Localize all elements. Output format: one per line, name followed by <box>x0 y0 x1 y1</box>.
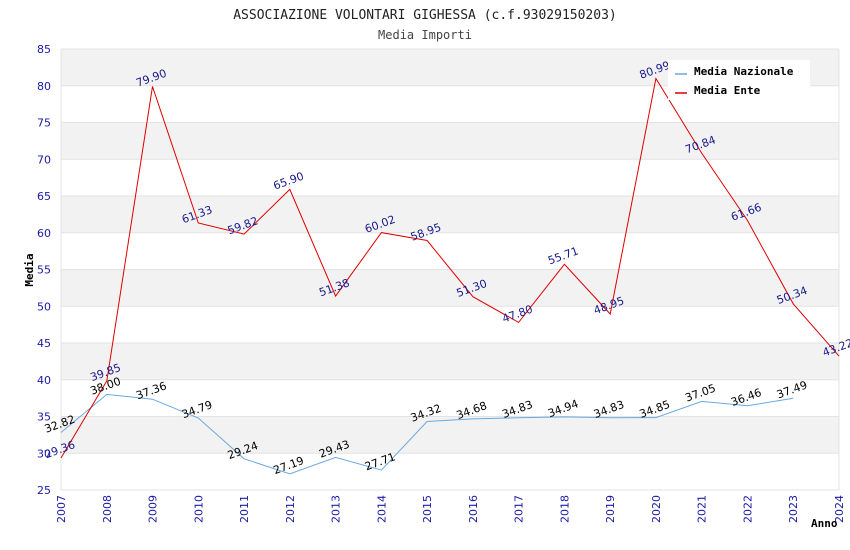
legend: Media Nazionale Media Ente <box>668 60 810 100</box>
x-tick-label: 2020 <box>650 495 663 523</box>
x-axis-title: Anno <box>811 517 838 530</box>
grid-band <box>61 453 839 490</box>
x-tick-label: 2021 <box>696 495 709 523</box>
x-tick-label: 2012 <box>284 495 297 523</box>
y-axis-ticks: 25 30 35 40 45 50 55 60 65 70 75 80 85 <box>37 43 51 497</box>
y-tick-label: 65 <box>37 190 51 203</box>
x-tick-label: 2016 <box>467 495 480 523</box>
y-tick-label: 55 <box>37 264 51 277</box>
y-tick-label: 35 <box>37 411 51 424</box>
y-tick-label: 60 <box>37 227 51 240</box>
series-line-nazionale <box>60 393 794 475</box>
grid-bands <box>61 49 839 490</box>
grid-band <box>61 379 839 417</box>
series-line-ente <box>60 77 840 459</box>
x-tick-label: 2017 <box>513 495 526 523</box>
x-tick-label: 2018 <box>558 495 571 523</box>
x-tick-label: 2024 <box>833 495 846 523</box>
x-tick-label: 2009 <box>147 495 160 523</box>
x-tick-label: 2008 <box>101 495 114 523</box>
x-tick-label: 2010 <box>192 495 205 523</box>
legend-label-nazionale: Media Nazionale <box>694 65 794 78</box>
x-tick-label: 2022 <box>741 495 754 523</box>
x-tick-label: 2023 <box>787 495 800 523</box>
series-lines <box>60 77 840 475</box>
grid-band <box>61 122 839 160</box>
chart-title: ASSOCIAZIONE VOLONTARI GIGHESSA (c.f.930… <box>233 8 617 23</box>
chart-subtitle: Media Importi <box>378 28 472 42</box>
y-tick-label: 85 <box>37 43 51 56</box>
grid-band <box>61 196 839 233</box>
y-tick-label: 45 <box>37 337 51 350</box>
y-tick-label: 75 <box>37 117 51 130</box>
x-tick-label: 2007 <box>55 495 68 523</box>
grid-band <box>61 269 839 307</box>
x-tick-label: 2011 <box>238 495 251 523</box>
grid-band <box>61 306 839 343</box>
x-axis-ticks: 2007 2008 2009 2010 2011 2012 2013 2014 2015 2016… <box>55 495 846 523</box>
y-tick-label: 80 <box>37 80 51 93</box>
x-tick-label: 2014 <box>375 495 388 523</box>
grid-band <box>61 416 839 454</box>
y-tick-label: 30 <box>37 447 51 460</box>
legend-label-ente: Media Ente <box>694 84 761 97</box>
y-axis-title: Media <box>23 253 36 286</box>
y-tick-label: 40 <box>37 374 51 387</box>
x-tick-label: 2013 <box>330 495 343 523</box>
grid-band <box>61 232 839 270</box>
y-tick-label: 50 <box>37 300 51 313</box>
grid-band <box>61 159 839 196</box>
x-tick-label: 2015 <box>421 495 434 523</box>
grid-lines <box>60 48 840 491</box>
y-tick-label: 25 <box>37 484 51 497</box>
grid-band <box>61 343 839 380</box>
legend-box <box>668 60 810 100</box>
y-tick-label: 70 <box>37 153 51 166</box>
x-tick-label: 2019 <box>604 495 617 523</box>
